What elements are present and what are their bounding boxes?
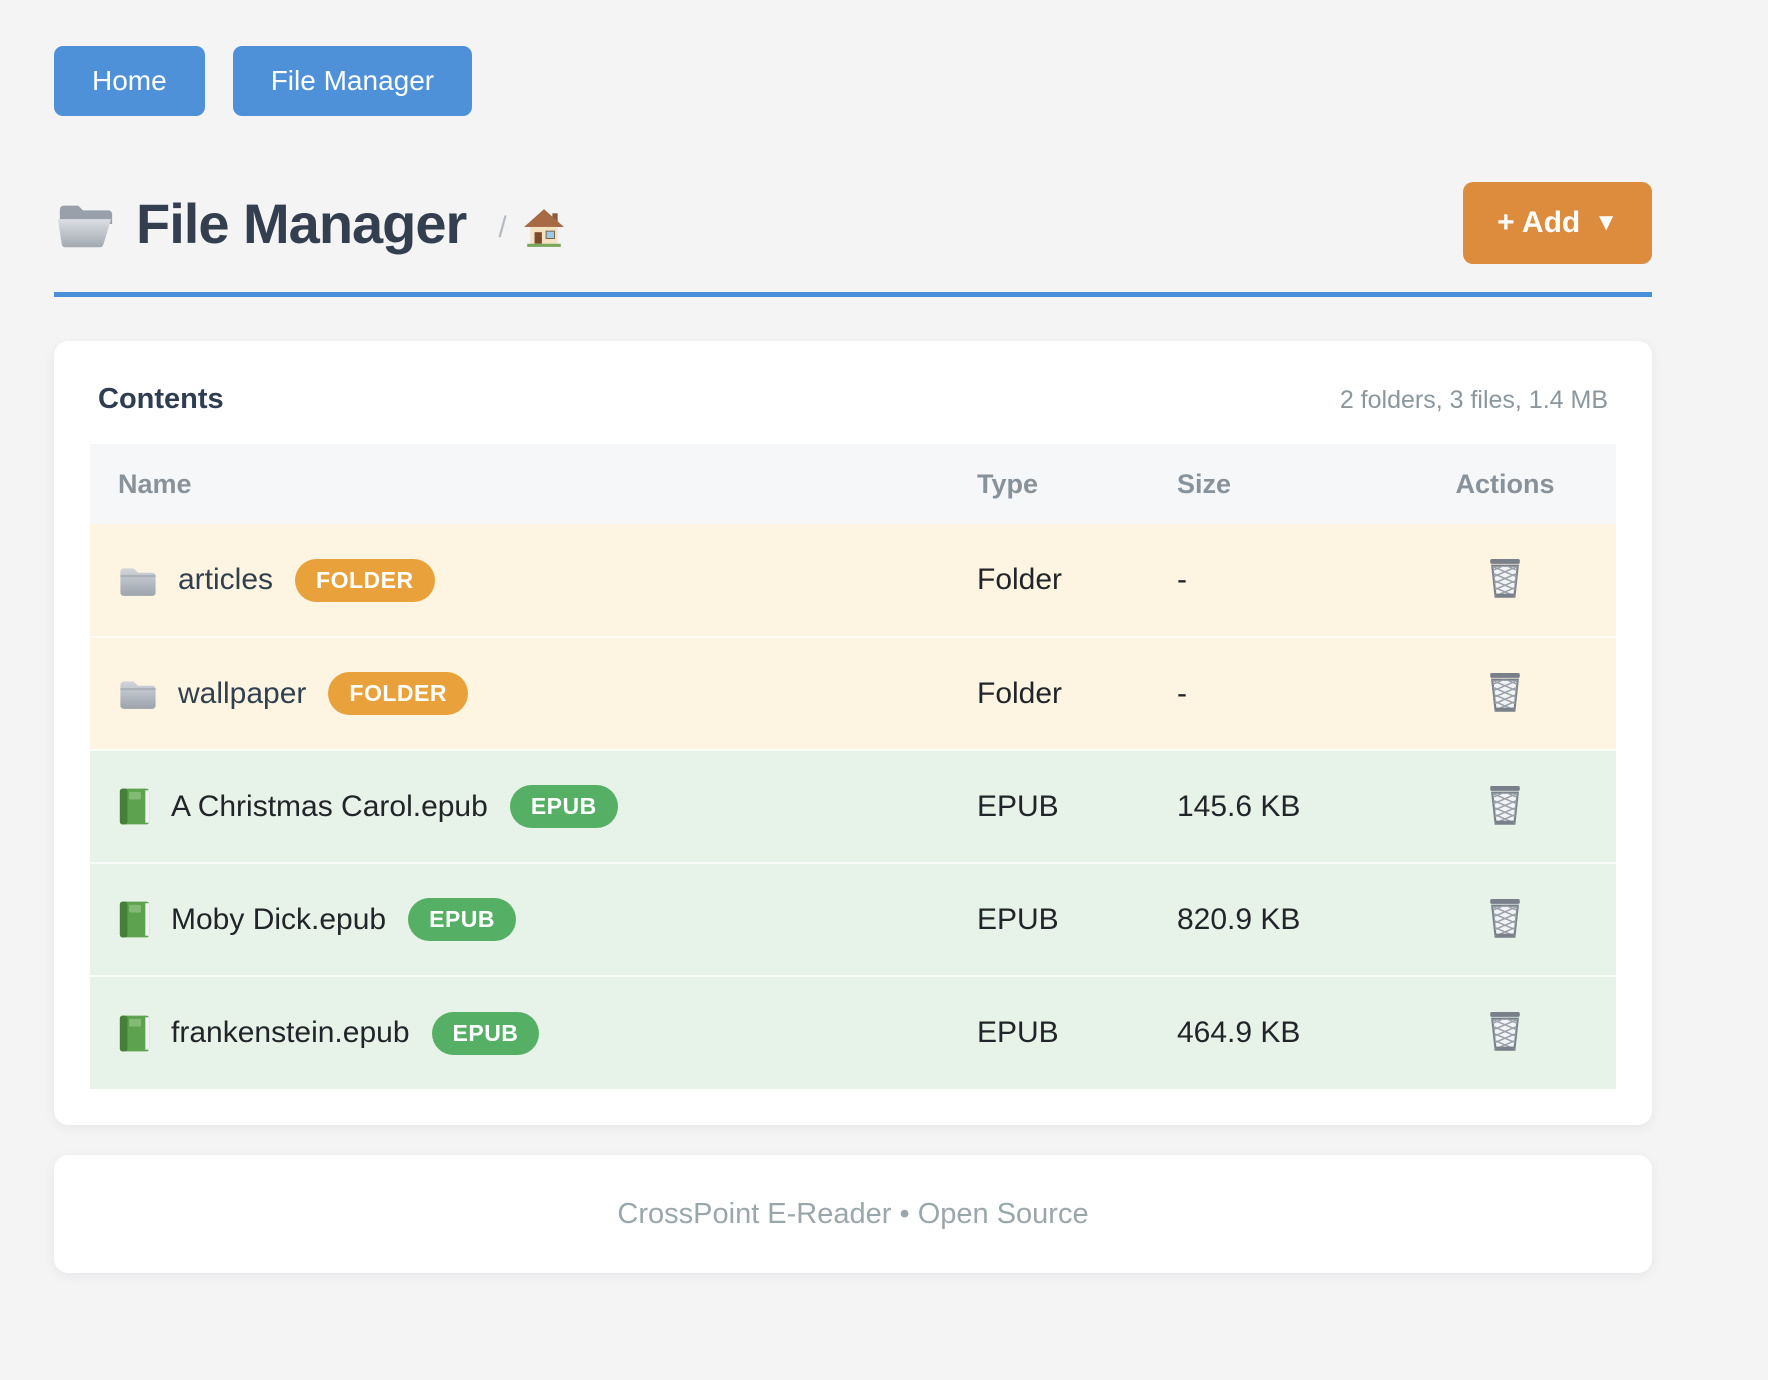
column-header-name: Name (90, 444, 949, 524)
delete-button[interactable] (1480, 551, 1530, 609)
size-cell: 820.9 KB (1149, 862, 1394, 976)
green-book-icon (118, 787, 151, 826)
table-header-row: Name Type Size Actions (90, 444, 1616, 524)
page-title: File Manager (136, 191, 467, 255)
chevron-down-icon: ▼ (1594, 209, 1618, 236)
item-name-link[interactable]: wallpaper (178, 676, 307, 710)
footer-card: CrossPoint E-Reader • Open Source (54, 1155, 1652, 1273)
size-cell: 145.6 KB (1149, 749, 1394, 863)
size-cell: - (1149, 636, 1394, 750)
footer-text: CrossPoint E-Reader • Open Source (617, 1197, 1089, 1230)
table-row-frankenstein: frankenstein.epub EPUB EPUB 464.9 KB (90, 975, 1616, 1089)
size-cell: 464.9 KB (1149, 975, 1394, 1089)
trash-icon (1486, 784, 1524, 827)
item-name: frankenstein.epub (171, 1016, 410, 1049)
table-row-wallpaper: wallpaper FOLDER Folder - (90, 636, 1616, 750)
green-book-icon (118, 1014, 151, 1053)
type-cell: Folder (977, 563, 1063, 596)
breadcrumb-separator: / (498, 211, 507, 244)
epub-badge: EPUB (509, 785, 618, 828)
contents-card-header: Contents 2 folders, 3 files, 1.4 MB (90, 377, 1616, 416)
trash-icon (1486, 557, 1524, 600)
type-cell: Folder (949, 636, 1149, 750)
folder-badge: FOLDER (328, 672, 468, 715)
add-button-label: + Add (1497, 206, 1581, 239)
type-cell: EPUB (949, 862, 1149, 976)
column-header-type: Type (949, 444, 1149, 524)
epub-badge: EPUB (431, 1011, 540, 1055)
folder-icon (118, 564, 158, 597)
item-name: A Christmas Carol.epub (171, 789, 488, 823)
trash-icon (1486, 1010, 1524, 1053)
page-header: File Manager / + Add ▼ (54, 182, 1652, 264)
table-row-moby-dick: Moby Dick.epub EPUB EPUB 820.9 KB (90, 862, 1616, 976)
trash-icon (1486, 897, 1524, 940)
folder-icon (118, 677, 158, 710)
column-header-actions: Actions (1394, 444, 1616, 524)
trash-icon (1486, 671, 1524, 714)
delete-button[interactable] (1480, 665, 1530, 723)
size-cell: - (1177, 563, 1187, 596)
column-header-size: Size (1149, 444, 1394, 524)
folder-badge: FOLDER (295, 558, 435, 602)
contents-heading: Contents (98, 383, 224, 415)
delete-button[interactable] (1480, 891, 1530, 949)
type-cell: EPUB (949, 975, 1149, 1089)
home-button[interactable]: Home (54, 46, 205, 116)
page-container: Home File Manager File Manager / + Add ▼… (54, 0, 1652, 1273)
folder-open-icon (54, 197, 116, 249)
house-icon[interactable] (523, 207, 565, 249)
contents-card: Contents 2 folders, 3 files, 1.4 MB Name… (54, 341, 1652, 1125)
file-manager-button[interactable]: File Manager (232, 46, 473, 116)
item-name: Moby Dick.epub (171, 902, 387, 936)
breadcrumb: / (498, 207, 564, 249)
delete-button[interactable] (1480, 1004, 1530, 1062)
title-divider (54, 292, 1652, 297)
item-name-link[interactable]: articles (178, 563, 274, 596)
top-nav: Home File Manager (54, 46, 1652, 116)
epub-badge: EPUB (408, 898, 517, 941)
file-table: Name Type Size Actions articles FOLDER (90, 444, 1616, 1089)
add-button[interactable]: + Add ▼ (1463, 182, 1652, 264)
contents-summary: 2 folders, 3 files, 1.4 MB (1339, 386, 1608, 414)
green-book-icon (118, 900, 151, 939)
table-row-articles: articles FOLDER Folder - (90, 524, 1616, 637)
table-row-christmas-carol: A Christmas Carol.epub EPUB EPUB 145.6 K… (90, 749, 1616, 863)
type-cell: EPUB (949, 749, 1149, 863)
delete-button[interactable] (1480, 778, 1530, 836)
